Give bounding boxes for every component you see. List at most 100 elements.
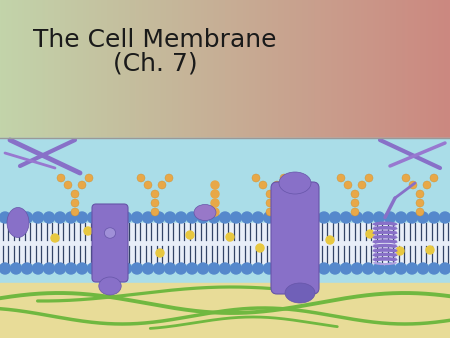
Circle shape: [256, 244, 264, 252]
Circle shape: [440, 212, 450, 223]
Circle shape: [418, 263, 428, 274]
Circle shape: [226, 233, 234, 241]
Circle shape: [99, 212, 109, 223]
Circle shape: [211, 190, 219, 198]
Circle shape: [374, 212, 384, 223]
Circle shape: [416, 199, 424, 207]
Circle shape: [337, 174, 345, 182]
Circle shape: [84, 227, 92, 235]
Circle shape: [44, 263, 54, 274]
Circle shape: [153, 212, 165, 223]
Circle shape: [151, 208, 159, 216]
Circle shape: [366, 230, 374, 238]
Circle shape: [351, 212, 363, 223]
Circle shape: [109, 263, 121, 274]
Circle shape: [186, 263, 198, 274]
Circle shape: [416, 208, 424, 216]
Circle shape: [71, 208, 79, 216]
Circle shape: [351, 190, 359, 198]
Circle shape: [66, 263, 77, 274]
Circle shape: [186, 212, 198, 223]
Circle shape: [416, 190, 424, 198]
Circle shape: [220, 212, 230, 223]
Circle shape: [116, 242, 124, 250]
Circle shape: [319, 263, 329, 274]
Circle shape: [344, 181, 352, 189]
Circle shape: [137, 174, 145, 182]
Circle shape: [326, 236, 334, 244]
Circle shape: [22, 212, 32, 223]
Circle shape: [87, 212, 99, 223]
Ellipse shape: [104, 228, 116, 238]
Circle shape: [297, 212, 307, 223]
Circle shape: [121, 212, 131, 223]
Circle shape: [71, 199, 79, 207]
Circle shape: [264, 263, 274, 274]
Circle shape: [230, 263, 242, 274]
Circle shape: [54, 263, 66, 274]
Circle shape: [211, 199, 219, 207]
Circle shape: [143, 263, 153, 274]
FancyBboxPatch shape: [271, 182, 319, 294]
Circle shape: [151, 190, 159, 198]
Circle shape: [64, 181, 72, 189]
Circle shape: [329, 263, 341, 274]
Text: (Ch. 7): (Ch. 7): [112, 52, 197, 76]
Circle shape: [198, 263, 208, 274]
Circle shape: [85, 174, 93, 182]
Ellipse shape: [279, 172, 311, 194]
Circle shape: [307, 263, 319, 274]
Circle shape: [10, 263, 22, 274]
Circle shape: [259, 181, 267, 189]
Circle shape: [341, 212, 351, 223]
Circle shape: [71, 190, 79, 198]
Circle shape: [396, 263, 406, 274]
Circle shape: [208, 212, 220, 223]
Circle shape: [10, 212, 22, 223]
Circle shape: [351, 199, 359, 207]
Circle shape: [186, 231, 194, 239]
Circle shape: [208, 263, 220, 274]
Circle shape: [54, 212, 66, 223]
Circle shape: [32, 212, 44, 223]
Circle shape: [242, 263, 252, 274]
Ellipse shape: [7, 208, 29, 238]
Circle shape: [285, 263, 297, 274]
Circle shape: [274, 263, 285, 274]
Circle shape: [430, 174, 438, 182]
Circle shape: [396, 212, 406, 223]
Circle shape: [396, 247, 404, 255]
Text: The Cell Membrane: The Cell Membrane: [33, 28, 277, 52]
Circle shape: [264, 212, 274, 223]
Circle shape: [0, 263, 10, 274]
Ellipse shape: [285, 283, 315, 303]
Circle shape: [384, 212, 396, 223]
Circle shape: [319, 212, 329, 223]
Circle shape: [266, 199, 274, 207]
Circle shape: [252, 174, 260, 182]
Circle shape: [274, 212, 285, 223]
Circle shape: [44, 212, 54, 223]
Circle shape: [66, 212, 77, 223]
Circle shape: [351, 263, 363, 274]
Circle shape: [374, 263, 384, 274]
Circle shape: [158, 181, 166, 189]
Circle shape: [143, 212, 153, 223]
Circle shape: [198, 212, 208, 223]
Circle shape: [51, 234, 59, 242]
Circle shape: [418, 212, 428, 223]
Circle shape: [151, 199, 159, 207]
Circle shape: [266, 208, 274, 216]
Circle shape: [363, 263, 374, 274]
Circle shape: [0, 212, 10, 223]
Circle shape: [57, 174, 65, 182]
Circle shape: [78, 181, 86, 189]
Circle shape: [402, 174, 410, 182]
Circle shape: [428, 263, 440, 274]
Circle shape: [176, 212, 186, 223]
Circle shape: [165, 263, 176, 274]
Circle shape: [363, 212, 374, 223]
Circle shape: [144, 181, 152, 189]
Circle shape: [176, 263, 186, 274]
FancyBboxPatch shape: [92, 204, 128, 282]
